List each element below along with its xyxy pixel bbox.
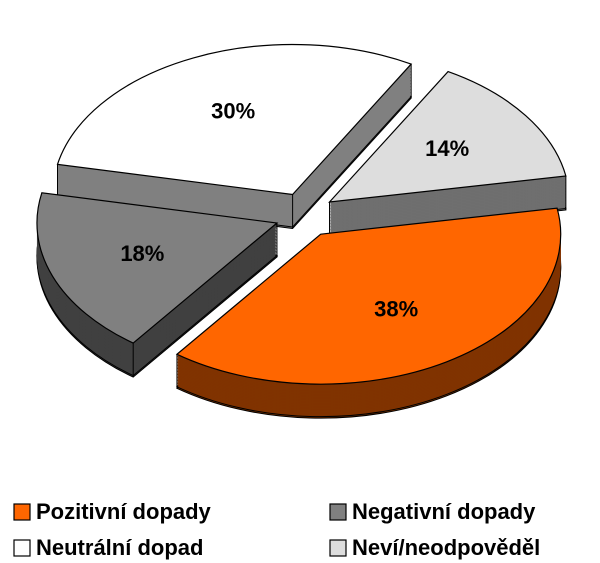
legend-swatch [13, 503, 31, 521]
slice [56, 43, 413, 196]
slice [36, 192, 279, 344]
legend-label: Negativní dopady [352, 499, 536, 524]
data-label: 38% [374, 297, 418, 322]
data-label: 14% [425, 136, 469, 161]
data-label: 18% [120, 241, 164, 266]
slice [328, 70, 567, 203]
slice-group [56, 43, 413, 230]
slice [175, 207, 562, 385]
legend-swatch [13, 539, 31, 557]
slice-group [36, 192, 279, 378]
legend-label: Pozitivní dopady [36, 499, 212, 524]
slice-group [175, 207, 562, 419]
legend-label: Neví/neodpověděl [352, 535, 540, 560]
slice-group [328, 70, 567, 237]
legend-swatch [329, 539, 347, 557]
data-label: 30% [211, 98, 255, 123]
legend-label: Neutrální dopad [36, 535, 203, 560]
legend-swatch [329, 503, 347, 521]
